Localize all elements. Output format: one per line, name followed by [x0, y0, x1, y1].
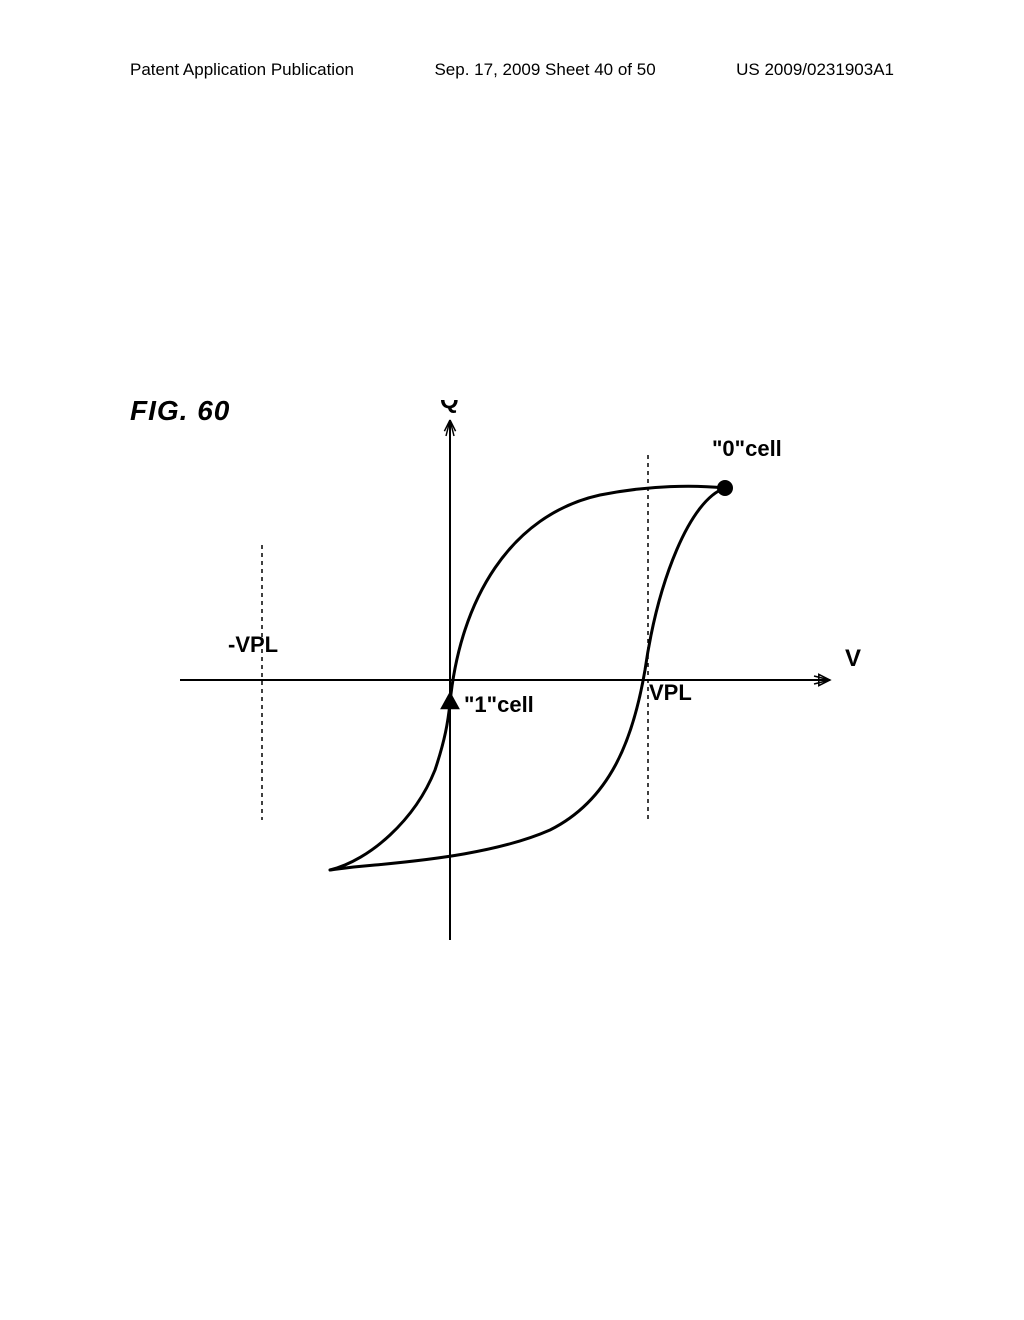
svg-text:-VPL: -VPL — [228, 632, 278, 657]
svg-text:V: V — [845, 645, 861, 672]
svg-text:"0"cell: "0"cell — [712, 436, 782, 461]
page-header: Patent Application Publication Sep. 17, … — [0, 60, 1024, 80]
hysteresis-chart: -VPL VPL V Q "0"cell "1"cell — [150, 400, 870, 960]
svg-text:VPL: VPL — [649, 680, 692, 705]
header-left: Patent Application Publication — [130, 60, 354, 80]
chart-svg: -VPL VPL V Q "0"cell "1"cell — [150, 400, 870, 960]
header-right: US 2009/0231903A1 — [736, 60, 894, 80]
svg-text:"1"cell: "1"cell — [464, 692, 534, 717]
svg-text:Q: Q — [440, 400, 459, 414]
header-center: Sep. 17, 2009 Sheet 40 of 50 — [434, 60, 655, 80]
